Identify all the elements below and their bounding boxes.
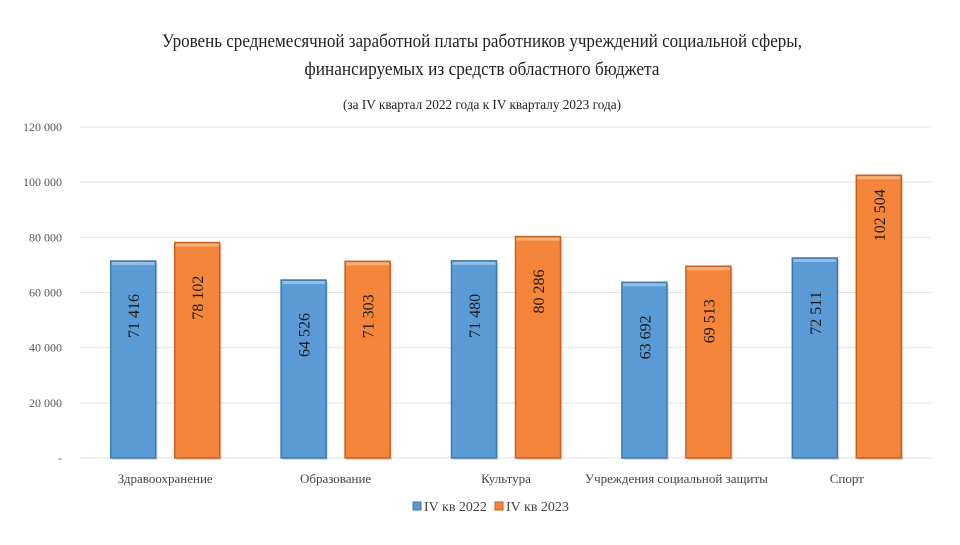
- data-label: 63 692: [637, 315, 654, 359]
- bar-highlight: [111, 262, 155, 266]
- bar-highlight: [452, 261, 496, 265]
- data-label: 69 513: [701, 299, 718, 343]
- data-label: 64 526: [297, 313, 314, 357]
- y-tick-label: 60 000: [29, 286, 62, 300]
- y-axis: - 20 000 40 000 60 000 80 000 100 000 120 000: [23, 120, 62, 465]
- bar-highlight: [857, 176, 901, 180]
- bars: 71 416 78 102 64 526 71 303 71 480 80 286 63 6…: [109, 174, 904, 460]
- x-tick-label: Культура: [481, 471, 531, 486]
- bar-highlight: [622, 283, 666, 287]
- data-label: 78 102: [190, 276, 207, 320]
- data-label: 71 303: [361, 294, 378, 338]
- data-label: 72 511: [808, 291, 825, 334]
- y-tick-label: 120 000: [23, 120, 62, 134]
- y-tick-label: 80 000: [29, 230, 62, 244]
- bar-highlight: [282, 281, 326, 285]
- legend-label: IV кв 2023: [506, 500, 569, 515]
- chart-subtitle: (за IV квартал 2022 года к IV кварталу 2…: [343, 98, 621, 113]
- data-label: 80 286: [531, 270, 548, 314]
- bar-2022: [621, 281, 668, 459]
- legend-swatch: [412, 501, 422, 511]
- bar-2022: [280, 279, 327, 459]
- bar-2023: [514, 235, 562, 459]
- bar-2023: [855, 174, 903, 459]
- x-axis: Здравоохранение Образование Культура Учрежд…: [118, 471, 864, 486]
- bar-highlight: [346, 262, 390, 266]
- legend-swatch: [494, 501, 504, 511]
- y-tick-label: 20 000: [29, 396, 62, 410]
- chart-title: Уровень среднемесячной заработной платы …: [162, 31, 802, 52]
- chart-title-line2: финансируемых из средств областного бюдж…: [305, 59, 661, 80]
- bar-2023: [685, 265, 732, 459]
- y-tick-label: 40 000: [29, 341, 62, 355]
- x-tick-label: Образование: [300, 471, 371, 486]
- bar-2022: [450, 260, 498, 459]
- data-label: 71 480: [467, 294, 484, 338]
- legend-label: IV кв 2022: [424, 500, 487, 515]
- bar-2023: [344, 260, 391, 459]
- bar-2023: [173, 241, 221, 459]
- data-label: 71 416: [126, 294, 143, 338]
- bar-highlight: [516, 237, 560, 241]
- bar-highlight: [686, 267, 730, 271]
- x-tick-label: Учреждения социальной защиты: [585, 471, 768, 486]
- bar-highlight: [175, 243, 219, 247]
- bar-2022: [109, 260, 157, 459]
- y-tick-label: 100 000: [23, 175, 62, 189]
- data-label: 102 504: [872, 189, 889, 241]
- x-tick-label: Спорт: [830, 471, 864, 486]
- bar-highlight: [793, 258, 837, 262]
- bar-2022: [791, 257, 839, 459]
- x-tick-label: Здравоохранение: [118, 471, 213, 486]
- y-tick-label: -: [58, 451, 62, 465]
- gridlines: [80, 126, 932, 459]
- legend: IV кв 2022 IV кв 2023: [412, 500, 569, 515]
